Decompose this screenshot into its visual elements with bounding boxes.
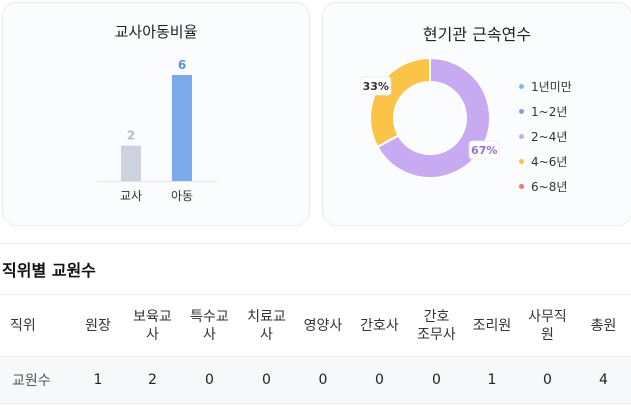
legend-label: 1~2년: [531, 105, 568, 119]
legend-item: 1~2년: [519, 99, 572, 124]
legend-dot-icon: [519, 134, 524, 139]
table-cell: 0: [519, 356, 576, 404]
column-header: 간호 조무사: [408, 294, 465, 357]
legend-dot-icon: [519, 184, 524, 189]
legend-label: 4~6년: [531, 155, 568, 169]
staff-table: 직위 원장 보육교 사 특수교 사 치료교 사 영양사 간호사 간호 조무사 조리원 사무직 원 총원 교원수…: [0, 294, 631, 404]
slice-percent-label: 67%: [468, 140, 500, 160]
bar-1: [121, 145, 141, 181]
teacher-child-ratio-card: 교사아동비율 2 교사 6 아동: [2, 2, 310, 226]
row-header-cell: 교원수: [0, 356, 72, 404]
table-cell: 4: [576, 356, 631, 404]
table-cell: 0: [351, 356, 408, 404]
legend-dot-icon: [519, 159, 524, 164]
table-cell: 1: [72, 356, 124, 404]
column-header: 특수교 사: [181, 294, 238, 357]
svg-text:33%: 33%: [363, 80, 389, 93]
staff-table-header-row: 직위 원장 보육교 사 특수교 사 치료교 사 영양사 간호사 간호 조무사 조리원 사무직 원 총원: [0, 294, 631, 357]
legend-label: 1년미만: [531, 80, 572, 94]
donut-slice-4: [369, 56, 431, 149]
bar-value-label: 6: [178, 58, 186, 72]
column-header: 보육교 사: [124, 294, 181, 357]
legend-label: 6~8년: [531, 180, 568, 194]
bar-2: [172, 75, 192, 181]
tenure-card-title: 현기관 근속연수: [422, 25, 532, 44]
column-header: 사무직 원: [519, 294, 576, 357]
donut-slice-3: [376, 56, 491, 179]
table-cell: 0: [408, 356, 465, 404]
tenure-donut-chart: 67% 33%: [360, 56, 500, 179]
table-cell: 0: [181, 356, 238, 404]
legend-item: 2~4년: [519, 124, 572, 149]
table-cell: 1: [465, 356, 519, 404]
table-cell: 0: [238, 356, 295, 404]
staff-section-title: 직위별 교원수: [2, 261, 96, 280]
column-header: 간호사: [351, 294, 408, 357]
column-header: 영양사: [295, 294, 351, 357]
column-header: 총원: [576, 294, 631, 357]
column-header: 치료교 사: [238, 294, 295, 357]
x-tick-label: 교사: [120, 189, 142, 203]
legend-item: 1년미만: [519, 74, 572, 99]
column-header: 직위: [0, 294, 72, 357]
legend-item: 4~6년: [519, 149, 572, 174]
x-tick-label: 아동: [171, 189, 193, 203]
section-divider: [0, 243, 631, 244]
legend-dot-icon: [519, 109, 524, 114]
column-header: 원장: [72, 294, 124, 357]
bar-value-label: 2: [127, 129, 135, 143]
table-cell: 2: [124, 356, 181, 404]
slice-percent-label: 33%: [360, 76, 392, 96]
table-cell: 0: [295, 356, 351, 404]
legend-item: 6~8년: [519, 174, 572, 199]
teacher-child-ratio-chart: 2 교사 6 아동: [97, 58, 217, 203]
legend-label: 2~4년: [531, 130, 568, 144]
svg-text:67%: 67%: [471, 144, 497, 157]
legend-dot-icon: [519, 84, 524, 89]
ratio-card-title: 교사아동비율: [114, 23, 198, 41]
tenure-legend: 1년미만 1~2년 2~4년 4~6년 6~8년: [519, 74, 572, 199]
column-header: 조리원: [465, 294, 519, 357]
table-row: 교원수 1 2 0 0 0 0 0 1 0 4: [0, 356, 631, 404]
tenure-card: 현기관 근속연수 67% 33% 1년미만 1~2년 2~4년 4~6년 6~8년: [322, 2, 631, 226]
